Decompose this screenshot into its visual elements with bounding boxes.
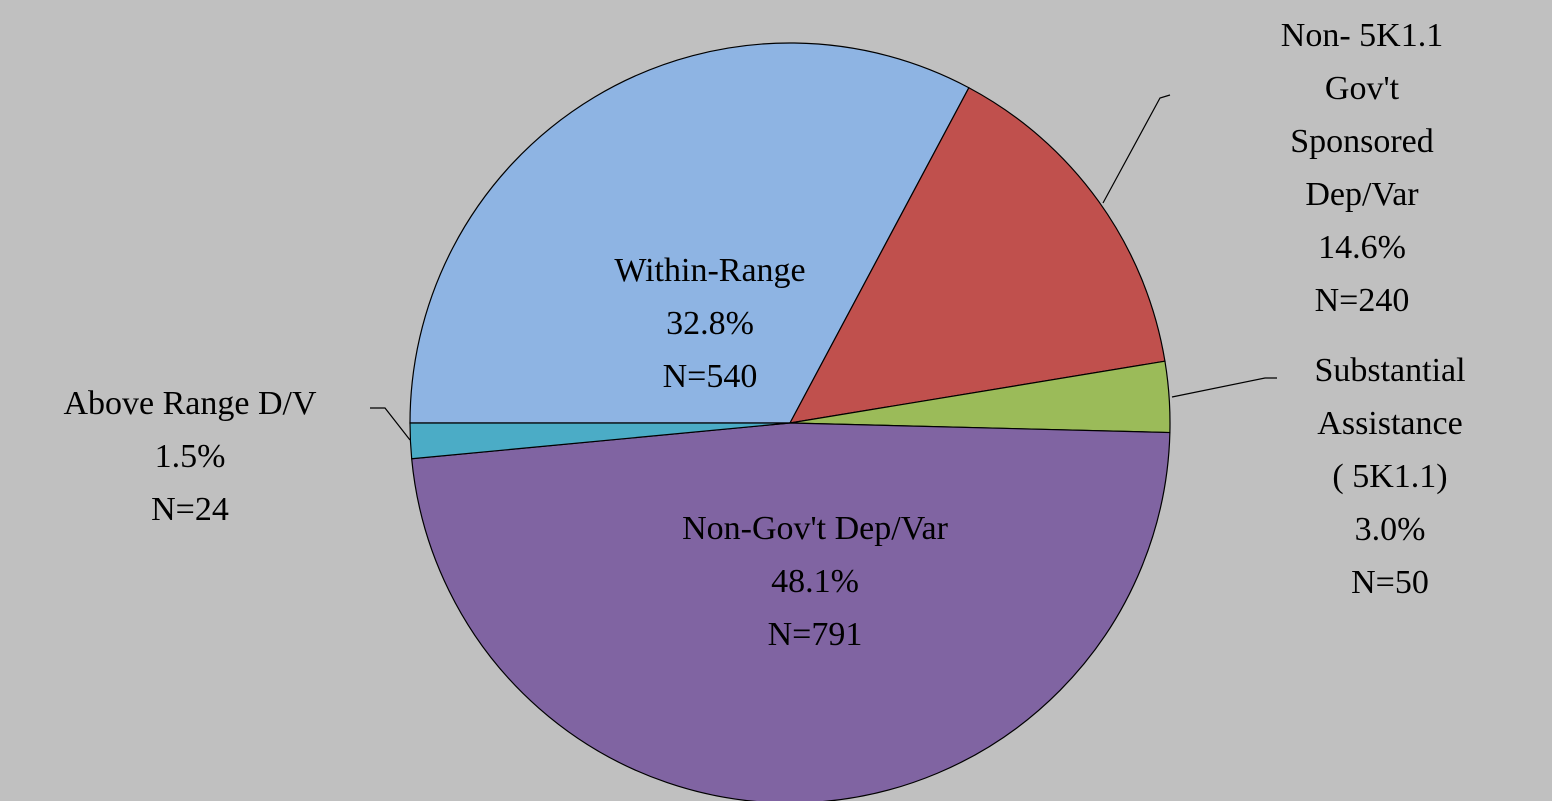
count-label: N=540	[662, 358, 758, 395]
category-label: Substantial Assistance ( 5K1.1)	[1314, 352, 1466, 495]
value-label: 3.0%	[1354, 511, 1426, 548]
pie-slice	[409, 42, 970, 424]
pie-slice	[788, 86, 1166, 424]
leader-line	[1102, 94, 1171, 204]
leader-line	[1171, 377, 1277, 398]
slice-label: Non- 5K1.1 Gov't Sponsored Dep/Var 14.6% N…	[1267, 9, 1457, 327]
count-label: N=240	[1314, 282, 1410, 319]
count-label: N=50	[1351, 564, 1429, 601]
slice-label: Non-Gov't Dep/Var 48.1% N=791	[682, 502, 948, 661]
category-label: Above Range D/V	[63, 385, 317, 422]
slice-label: Substantial Assistance ( 5K1.1) 3.0% N=50	[1314, 344, 1465, 609]
value-label: 32.8%	[666, 305, 754, 342]
value-label: 1.5%	[154, 438, 226, 475]
slice-label: Within-Range 32.8% N=540	[614, 244, 805, 403]
category-label: Non- 5K1.1 Gov't Sponsored Dep/Var	[1280, 17, 1444, 213]
value-label: 14.6%	[1318, 229, 1406, 266]
leader-line	[370, 407, 411, 441]
pie-slice	[409, 422, 791, 460]
category-label: Within-Range	[614, 252, 806, 289]
slice-label: Above Range D/V 1.5% N=24	[63, 377, 316, 536]
category-label: Non-Gov't Dep/Var	[682, 510, 948, 547]
pie-slice	[411, 422, 1171, 801]
value-label: 48.1%	[771, 563, 859, 600]
count-label: N=791	[767, 616, 863, 653]
count-label: N=24	[151, 491, 229, 528]
